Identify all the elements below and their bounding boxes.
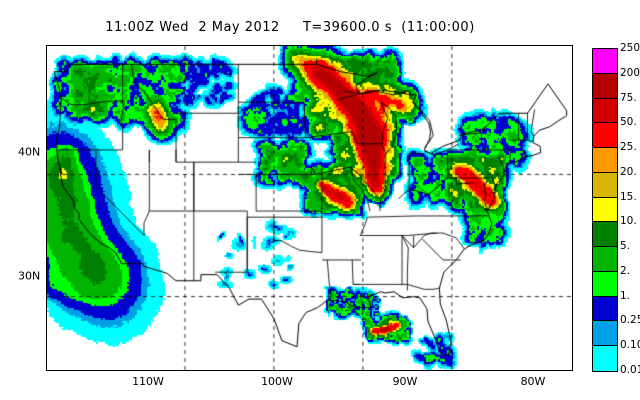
colorbar-band-8: [593, 247, 617, 272]
colorbar-tick-0.01: 0.01: [620, 364, 640, 376]
x-axis-label-90w: 90W: [392, 375, 418, 388]
colorbar-band-3: [593, 123, 617, 149]
colorbar-band-5: [593, 172, 617, 198]
map-frame: [46, 45, 573, 371]
y-axis-label-30n: 30N: [18, 269, 41, 283]
colorbar-band-9: [593, 271, 617, 297]
colorbar-tick-1.: 1.: [620, 289, 631, 302]
colorbar-band-4: [593, 148, 617, 173]
colorbar-tick-50.: 50.: [620, 116, 637, 129]
colorbar-band-10: [593, 296, 617, 322]
precipitation-colorbar: [592, 48, 618, 372]
colorbar-band-11: [593, 321, 617, 347]
colorbar-tick-25.: 25.: [620, 141, 637, 154]
colorbar-tick-250.: 250.: [620, 42, 640, 54]
colorbar-tick-0.10: 0.10: [620, 339, 640, 352]
colorbar-band-7: [593, 222, 617, 248]
precipitation-map-canvas: [47, 46, 572, 370]
colorbar-tick-0.25: 0.25: [620, 314, 640, 327]
colorbar-tick-15.: 15.: [620, 190, 637, 203]
x-axis-label-110w: 110W: [132, 375, 164, 388]
colorbar-band-1: [593, 73, 617, 99]
colorbar-tick-200.: 200.: [620, 66, 640, 79]
colorbar-tick-10.: 10.: [620, 215, 637, 228]
colorbar-band-2: [593, 98, 617, 124]
colorbar-band-0: [593, 49, 617, 74]
x-axis-label-100w: 100W: [261, 375, 293, 388]
y-axis-label-40n: 40N: [18, 145, 41, 159]
colorbar-tick-2.: 2.: [620, 264, 631, 277]
colorbar-band-6: [593, 197, 617, 223]
colorbar-tick-5.: 5.: [620, 240, 631, 253]
x-axis-label-80w: 80W: [520, 375, 546, 388]
colorbar-tick-20.: 20.: [620, 165, 637, 178]
colorbar-tick-75.: 75.: [620, 91, 637, 104]
colorbar-band-12: [593, 346, 617, 371]
page-title: 11:00Z Wed 2 May 2012 T=39600.0 s (11:00…: [105, 20, 475, 35]
